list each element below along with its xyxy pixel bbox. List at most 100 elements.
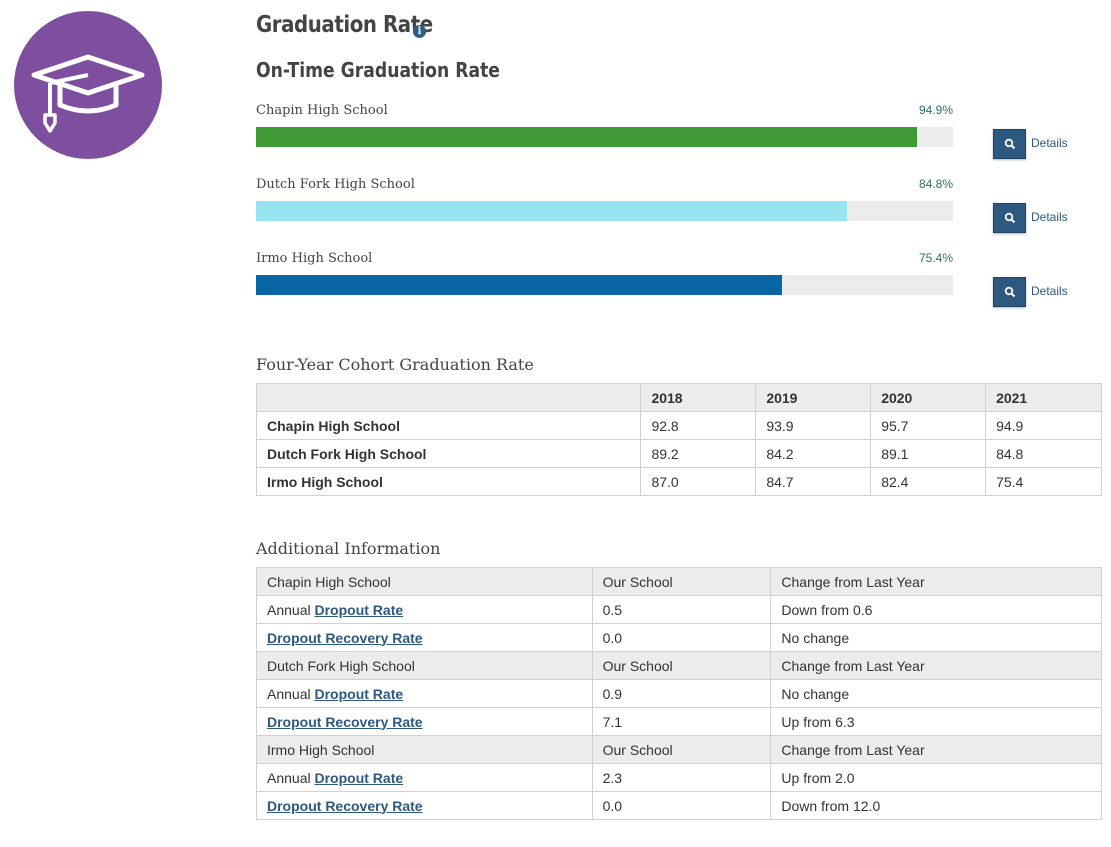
rate-cell: 84.8 bbox=[985, 439, 1102, 468]
our-school-header: Our School bbox=[591, 735, 772, 764]
value-cell: 0.5 bbox=[591, 595, 772, 624]
change-cell: No change bbox=[770, 679, 1102, 708]
graduation-cap-icon bbox=[31, 54, 145, 133]
metric-cell: Dropout Recovery Rate bbox=[256, 707, 593, 736]
school-name-cell: Irmo High School bbox=[256, 735, 593, 764]
table-row: Chapin High School 92.8 93.9 95.7 94.9 bbox=[255, 411, 1102, 440]
rate-cell: 84.7 bbox=[755, 467, 872, 496]
table-row: Dropout Recovery Rate 0.0 Down from 12.0 bbox=[256, 791, 1102, 820]
year-header: 2019 bbox=[755, 383, 872, 412]
bar-percent: 84.8% bbox=[918, 177, 953, 191]
change-cell: No change bbox=[770, 623, 1102, 652]
metric-cell: Annual Dropout Rate bbox=[256, 595, 593, 624]
search-icon bbox=[1004, 212, 1016, 224]
bar-track bbox=[256, 275, 953, 295]
school-name-cell: Irmo High School bbox=[255, 467, 642, 496]
bar-percent: 75.4% bbox=[918, 251, 953, 265]
bar-fill bbox=[256, 127, 918, 147]
bar-school-name: Irmo High School bbox=[256, 251, 373, 266]
table-header-row: 2018 2019 2020 2021 bbox=[255, 383, 1102, 412]
metric-cell: Annual Dropout Rate bbox=[256, 679, 593, 708]
change-cell: Up from 2.0 bbox=[770, 763, 1102, 792]
rate-cell: 89.2 bbox=[640, 439, 757, 468]
value-cell: 2.3 bbox=[591, 763, 772, 792]
cohort-table: 2018 2019 2020 2021 Chapin High School 92… bbox=[255, 383, 1102, 496]
metric-cell: Dropout Recovery Rate bbox=[256, 623, 593, 652]
dropout-recovery-rate-link[interactable]: Dropout Recovery Rate bbox=[267, 797, 423, 814]
school-name-cell: Chapin High School bbox=[255, 411, 642, 440]
our-school-header: Our School bbox=[591, 567, 772, 596]
table-row: Annual Dropout Rate 0.5 Down from 0.6 bbox=[256, 595, 1102, 624]
year-header: 2020 bbox=[870, 383, 987, 412]
bar-row: Dutch Fork High School 84.8% Details bbox=[256, 177, 1102, 237]
table-header-blank bbox=[255, 383, 642, 412]
details-link[interactable]: Details bbox=[1031, 136, 1068, 150]
rate-cell: 82.4 bbox=[870, 467, 987, 496]
rate-cell: 92.8 bbox=[640, 411, 757, 440]
metric-cell: Dropout Recovery Rate bbox=[256, 791, 593, 820]
bar-track bbox=[256, 201, 953, 221]
annual-prefix: Annual bbox=[267, 685, 311, 702]
year-header: 2018 bbox=[640, 383, 757, 412]
section-subtitle: On-Time Graduation Rate bbox=[256, 58, 500, 82]
table-row: Annual Dropout Rate 0.9 No change bbox=[256, 679, 1102, 708]
change-cell: Down from 0.6 bbox=[770, 595, 1102, 624]
metric-cell: Annual Dropout Rate bbox=[256, 763, 593, 792]
additional-title: Additional Information bbox=[256, 539, 441, 558]
details-button[interactable] bbox=[993, 203, 1026, 233]
details-button[interactable] bbox=[993, 277, 1026, 307]
info-icon[interactable]: i bbox=[413, 25, 426, 38]
change-cell: Up from 6.3 bbox=[770, 707, 1102, 736]
group-header-row: Dutch Fork High School Our School Change f… bbox=[256, 651, 1102, 680]
dropout-rate-link[interactable]: Dropout Rate bbox=[314, 685, 404, 702]
table-row: Dropout Recovery Rate 7.1 Up from 6.3 bbox=[256, 707, 1102, 736]
dropout-recovery-rate-link[interactable]: Dropout Recovery Rate bbox=[267, 713, 423, 730]
bar-fill bbox=[256, 201, 848, 221]
details-link[interactable]: Details bbox=[1031, 284, 1068, 298]
details-link[interactable]: Details bbox=[1031, 210, 1068, 224]
annual-prefix: Annual bbox=[267, 601, 311, 618]
group-header-row: Irmo High School Our School Change from La… bbox=[256, 735, 1102, 764]
school-name-cell: Dutch Fork High School bbox=[255, 439, 642, 468]
our-school-header: Our School bbox=[591, 651, 772, 680]
change-header: Change from Last Year bbox=[770, 567, 1102, 596]
school-name-cell: Chapin High School bbox=[256, 567, 593, 596]
rate-cell: 94.9 bbox=[985, 411, 1102, 440]
details-button[interactable] bbox=[993, 129, 1026, 159]
graduation-cap-logo bbox=[14, 11, 162, 159]
rate-cell: 95.7 bbox=[870, 411, 987, 440]
rate-cell: 89.1 bbox=[870, 439, 987, 468]
table-row: Annual Dropout Rate 2.3 Up from 2.0 bbox=[256, 763, 1102, 792]
search-icon bbox=[1004, 138, 1016, 150]
rate-cell: 93.9 bbox=[755, 411, 872, 440]
bar-percent: 94.9% bbox=[918, 103, 953, 117]
cohort-title: Four-Year Cohort Graduation Rate bbox=[256, 355, 534, 374]
value-cell: 7.1 bbox=[591, 707, 772, 736]
value-cell: 0.0 bbox=[591, 791, 772, 820]
table-row: Dropout Recovery Rate 0.0 No change bbox=[256, 623, 1102, 652]
rate-cell: 84.2 bbox=[755, 439, 872, 468]
annual-prefix: Annual bbox=[267, 769, 311, 786]
page-title: Graduation Rate bbox=[256, 12, 433, 38]
year-header: 2021 bbox=[985, 383, 1102, 412]
bar-school-name: Dutch Fork High School bbox=[256, 177, 415, 192]
group-header-row: Chapin High School Our School Change from … bbox=[256, 567, 1102, 596]
bar-row: Chapin High School 94.9% Details bbox=[256, 103, 1102, 163]
dropout-rate-link[interactable]: Dropout Rate bbox=[314, 769, 404, 786]
value-cell: 0.0 bbox=[591, 623, 772, 652]
table-row: Irmo High School 87.0 84.7 82.4 75.4 bbox=[255, 467, 1102, 496]
rate-cell: 75.4 bbox=[985, 467, 1102, 496]
rate-cell: 87.0 bbox=[640, 467, 757, 496]
school-name-cell: Dutch Fork High School bbox=[256, 651, 593, 680]
change-header: Change from Last Year bbox=[770, 651, 1102, 680]
dropout-rate-link[interactable]: Dropout Rate bbox=[314, 601, 404, 618]
bar-track bbox=[256, 127, 953, 147]
additional-table: Chapin High School Our School Change from … bbox=[256, 567, 1102, 820]
change-cell: Down from 12.0 bbox=[770, 791, 1102, 820]
value-cell: 0.9 bbox=[591, 679, 772, 708]
search-icon bbox=[1004, 286, 1016, 298]
bar-fill bbox=[256, 275, 782, 295]
dropout-recovery-rate-link[interactable]: Dropout Recovery Rate bbox=[267, 629, 423, 646]
bar-school-name: Chapin High School bbox=[256, 103, 388, 118]
bar-row: Irmo High School 75.4% Details bbox=[256, 251, 1102, 311]
